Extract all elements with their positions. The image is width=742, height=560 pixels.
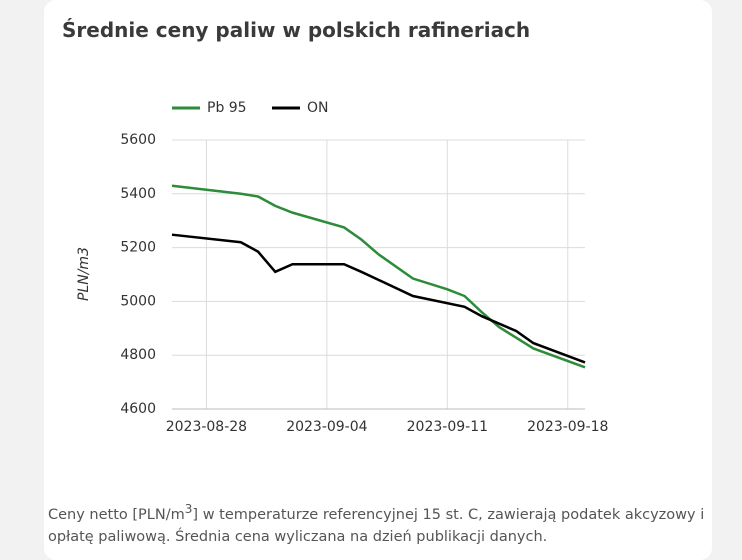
legend-label: ON xyxy=(307,100,329,116)
y-tick-label: 5200 xyxy=(120,240,156,256)
y-tick-label: 5000 xyxy=(120,293,156,309)
y-tick-label: 5400 xyxy=(120,186,156,202)
chart: PLN/m3 4600 4800 5000 5200 5400 5600 2023-08-2… xyxy=(76,100,608,435)
footnote-sup: 3 xyxy=(184,502,193,516)
card: Średnie ceny paliw w polskich rafineriac… xyxy=(44,0,712,560)
line xyxy=(171,233,586,364)
footnote-text: ] w temperaturze referencyjnej 15 st. C,… xyxy=(48,506,705,545)
x-tick-label: 2023-08-28 xyxy=(166,419,247,435)
footnote-text: Ceny netto [PLN/m xyxy=(48,506,185,523)
y-tick-label: 4600 xyxy=(120,401,156,417)
legend-label: Pb 95 xyxy=(207,100,247,116)
page: Średnie ceny paliw w polskich rafineriac… xyxy=(44,0,712,560)
footnote: Ceny netto [PLN/m3] w temperaturze refer… xyxy=(48,498,708,548)
x-tick-label: 2023-09-18 xyxy=(527,419,608,435)
y-tick-label: 4800 xyxy=(120,347,156,363)
y-tick-label: 5600 xyxy=(120,132,156,148)
chart-title: Średnie ceny paliw w polskich rafineriac… xyxy=(62,18,531,42)
x-tick-label: 2023-09-04 xyxy=(286,419,367,435)
x-tick-label: 2023-09-11 xyxy=(407,419,488,435)
line xyxy=(171,184,586,369)
y-axis-label: PLN/m3 xyxy=(76,247,92,301)
